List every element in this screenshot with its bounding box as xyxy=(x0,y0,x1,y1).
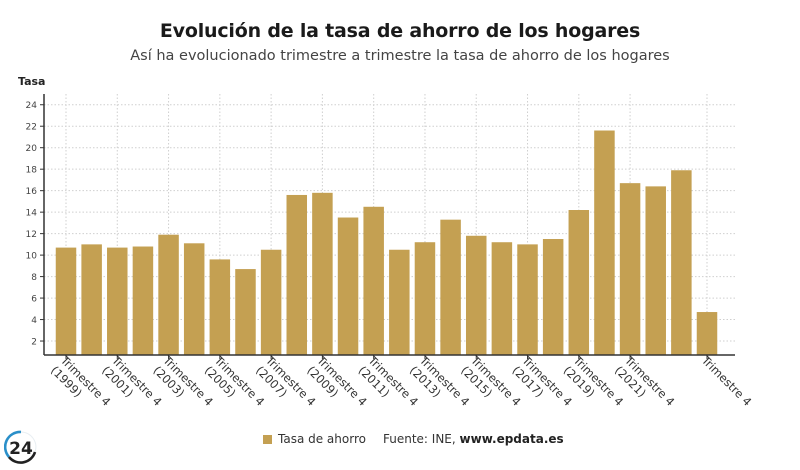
bar xyxy=(594,130,615,355)
bar xyxy=(389,249,410,355)
bar xyxy=(671,170,692,355)
legend: Tasa de ahorro xyxy=(263,432,366,446)
y-tick-label: 8 xyxy=(31,273,37,283)
source-note: Fuente: INE, www.epdata.es xyxy=(383,432,564,446)
x-tick-label: Trimestre 4(2021) xyxy=(612,353,677,409)
bar xyxy=(645,186,666,355)
y-tick-label: 4 xyxy=(31,316,37,326)
bar xyxy=(235,269,256,355)
bar xyxy=(414,242,436,355)
chart-title: Evolución de la tasa de ahorro de los ho… xyxy=(159,20,641,42)
bar xyxy=(81,244,102,355)
bar xyxy=(55,247,77,355)
bar xyxy=(312,192,333,355)
bar xyxy=(568,210,590,355)
bar xyxy=(517,244,538,355)
x-tick-label: Trimestre 4(2003) xyxy=(151,353,216,409)
bar xyxy=(260,249,282,355)
bar xyxy=(183,243,205,355)
y-axis-label: Tasa xyxy=(18,75,46,88)
bar xyxy=(337,217,359,355)
axes xyxy=(40,94,735,359)
y-tick-label: 22 xyxy=(26,123,37,133)
x-tick-label: Trimestre 4(2001) xyxy=(99,353,164,409)
legend-swatch xyxy=(263,434,272,444)
chart-subtitle: Así ha evolucionado trimestre a trimestr… xyxy=(130,48,670,64)
source-link[interactable]: www.epdata.es xyxy=(459,432,564,446)
y-tick-label: 12 xyxy=(26,230,37,240)
x-tick-label: Trimestre 4(2017) xyxy=(509,353,574,409)
source-prefix: Fuente: INE, xyxy=(383,432,460,446)
svg-text:24: 24 xyxy=(9,439,33,459)
bar xyxy=(542,239,564,355)
bar xyxy=(440,219,461,355)
y-tick-label: 20 xyxy=(26,144,38,154)
bars xyxy=(55,130,718,355)
bar xyxy=(465,235,487,355)
bar xyxy=(132,246,154,355)
y-tick-label: 16 xyxy=(26,187,38,197)
logo-24-icon: 24 xyxy=(4,430,37,464)
y-tick-label: 18 xyxy=(26,166,38,176)
y-tick-label: 10 xyxy=(26,252,38,262)
y-tick-label: 2 xyxy=(31,338,37,348)
x-tick-label: Trimestre 4 xyxy=(698,353,754,409)
x-tick-label: Trimestre 4(2013) xyxy=(407,353,472,409)
bar xyxy=(107,247,128,355)
bar xyxy=(491,242,513,355)
x-tick-label: Trimestre 4(1999) xyxy=(48,353,113,409)
bar xyxy=(696,312,718,355)
y-tick-label: 6 xyxy=(31,295,37,305)
bar xyxy=(619,183,641,355)
legend-label: Tasa de ahorro xyxy=(278,432,366,446)
x-tick-label: Trimestre 4(2007) xyxy=(253,353,318,409)
x-tick-labels: Trimestre 4(1999) Trimestre 4(2001) Trimes… xyxy=(48,353,754,409)
y-tick-label: 24 xyxy=(26,101,38,111)
x-tick-label-line1: Trimestre 4 xyxy=(698,353,754,409)
x-tick-label: Trimestre 4(2005) xyxy=(202,353,267,409)
bar xyxy=(286,194,308,355)
bar xyxy=(363,206,384,355)
x-tick-label: Trimestre 4(2019) xyxy=(561,353,626,409)
bar xyxy=(158,234,179,355)
x-tick-label: Trimestre 4(2011) xyxy=(356,353,421,409)
x-tick-label: Trimestre 4(2015) xyxy=(458,353,523,409)
bar xyxy=(209,259,231,355)
y-tick-label: 14 xyxy=(26,209,38,219)
x-tick-label: Trimestre 4(2009) xyxy=(304,353,369,409)
